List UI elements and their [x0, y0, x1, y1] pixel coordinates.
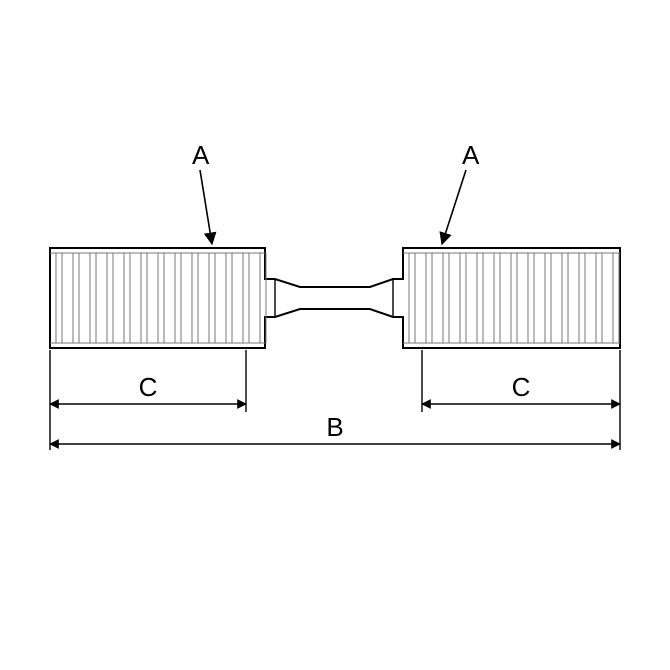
- threaded-part-drawing: [50, 248, 620, 348]
- pointer-labels: AA: [192, 140, 480, 244]
- dimension-label-C: C: [512, 372, 531, 402]
- dimension-label-C: C: [139, 372, 158, 402]
- pointer-arrow-A: [200, 170, 212, 244]
- dimension-label-B: B: [326, 412, 343, 442]
- pointer-arrow-A: [442, 170, 466, 244]
- pointer-label-A: A: [192, 140, 210, 170]
- dimension-lines: C C B: [50, 350, 620, 450]
- pointer-label-A: A: [462, 140, 480, 170]
